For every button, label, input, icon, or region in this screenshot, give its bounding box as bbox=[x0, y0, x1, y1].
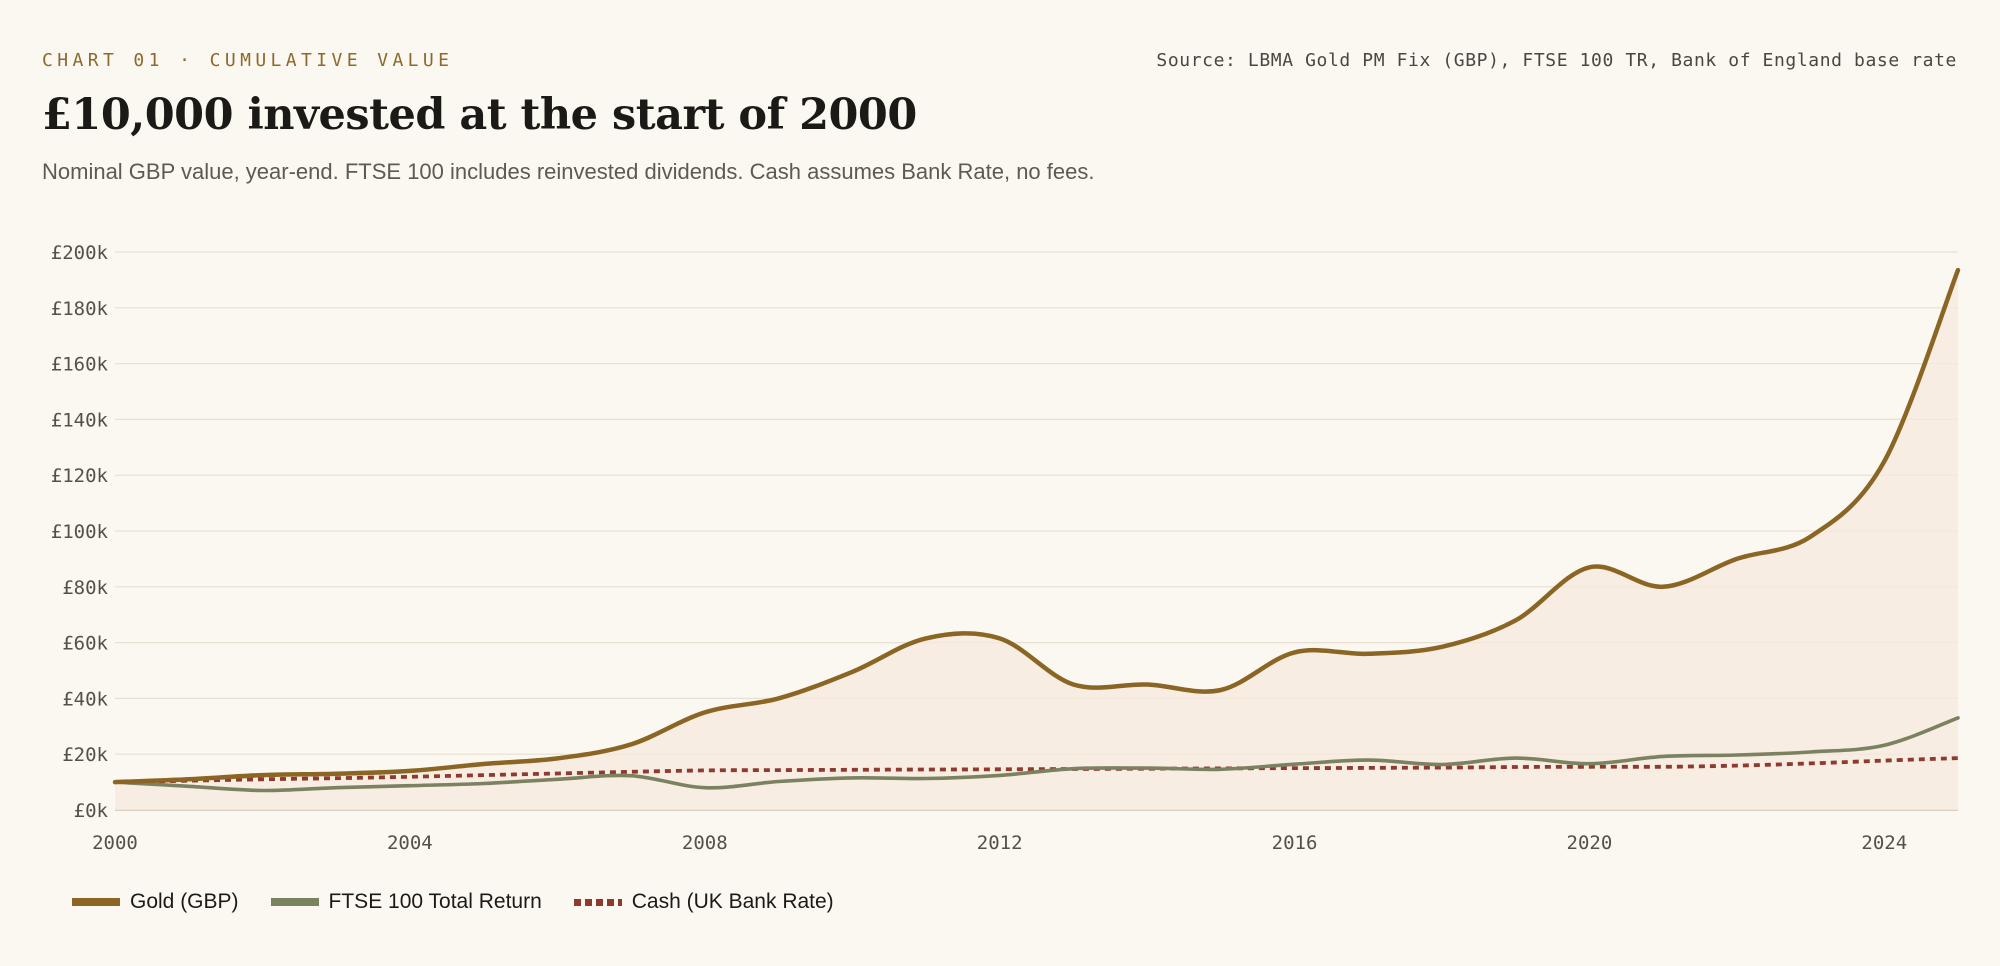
y-tick-label: £60k bbox=[62, 633, 108, 655]
legend: Gold (GBP) FTSE 100 Total Return Cash (U… bbox=[72, 890, 866, 914]
x-tick-label: 2024 bbox=[1861, 832, 1907, 854]
y-tick-label: £20k bbox=[62, 744, 108, 766]
x-tick-label: 2000 bbox=[92, 832, 138, 854]
source-note: Source: LBMA Gold PM Fix (GBP), FTSE 100… bbox=[1156, 50, 1957, 71]
x-tick-label: 2020 bbox=[1567, 832, 1613, 854]
y-tick-label: £200k bbox=[51, 242, 109, 264]
y-tick-label: £160k bbox=[51, 354, 109, 376]
x-tick-label: 2004 bbox=[387, 832, 433, 854]
legend-item-gold: Gold (GBP) bbox=[72, 890, 239, 914]
line-series-1 bbox=[113, 716, 1960, 793]
chart-title: £10,000 invested at the start of 2000 bbox=[42, 90, 917, 140]
line-series-0 bbox=[112, 267, 1961, 785]
legend-item-ftse: FTSE 100 Total Return bbox=[270, 890, 542, 914]
y-tick-label: £0k bbox=[74, 800, 109, 822]
area-series-0 bbox=[115, 270, 1958, 811]
x-tick-label: 2012 bbox=[977, 832, 1023, 854]
legend-label-cash: Cash (UK Bank Rate) bbox=[631, 890, 834, 913]
y-tick-label: £120k bbox=[51, 465, 109, 487]
y-tick-label: £100k bbox=[51, 521, 109, 543]
y-tick-label: £40k bbox=[62, 688, 108, 710]
x-tick-label: 2008 bbox=[682, 832, 728, 854]
y-tick-label: £140k bbox=[51, 409, 109, 431]
y-tick-label: £180k bbox=[51, 298, 109, 320]
legend-label-ftse: FTSE 100 Total Return bbox=[328, 890, 542, 913]
chart-subtitle: Nominal GBP value, year-end. FTSE 100 in… bbox=[42, 159, 1095, 184]
line-chart: £0k £20k £40k £60k £80k £100k £120k £140k £160k £… bbox=[51, 242, 1961, 854]
legend-swatch-ftse bbox=[270, 898, 319, 906]
x-tick-label: 2016 bbox=[1272, 832, 1318, 854]
chart-kicker: CHART 01 · CUMULATIVE VALUE bbox=[42, 50, 454, 71]
legend-item-cash: Cash (UK Bank Rate) bbox=[573, 890, 834, 914]
legend-label-gold: Gold (GBP) bbox=[130, 890, 239, 913]
y-tick-label: £80k bbox=[62, 577, 108, 599]
legend-swatch-gold bbox=[72, 898, 120, 906]
line-series-2 bbox=[114, 756, 1959, 784]
legend-swatch-cash bbox=[573, 898, 622, 906]
